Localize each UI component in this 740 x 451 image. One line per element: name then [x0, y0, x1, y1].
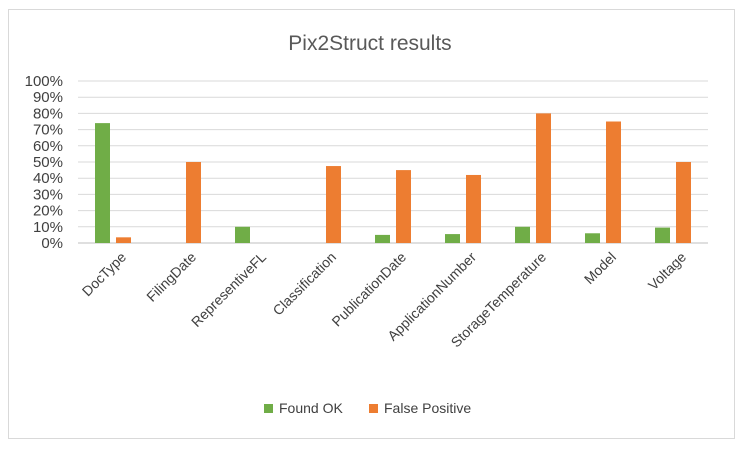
y-tick-label: 40% [33, 170, 63, 187]
bar-found-ok [375, 234, 390, 243]
bar-found-ok [515, 226, 530, 243]
bar-false-positive [466, 174, 481, 243]
x-category-label: RepresentiveFL [188, 249, 269, 330]
x-category-label: DocType [79, 249, 130, 300]
y-tick-label: 90% [33, 89, 63, 106]
bar-false-positive [606, 121, 621, 243]
y-tick-label: 0% [41, 235, 63, 252]
y-tick-label: 10% [33, 219, 63, 236]
legend-label: Found OK [279, 400, 343, 416]
x-category-label: FilingDate [143, 249, 199, 305]
bar-false-positive [116, 237, 131, 243]
y-tick-label: 20% [33, 203, 63, 220]
gridlines [78, 80, 708, 244]
bar-false-positive [536, 113, 551, 244]
legend: Found OK False Positive [264, 400, 471, 416]
bars [95, 113, 691, 244]
y-tick-label: 70% [33, 122, 63, 139]
x-category-label: Voltage [645, 249, 689, 293]
y-axis-ticks: 0%10%20%30%40%50%60%70%80%90%100% [25, 73, 63, 252]
legend-label: False Positive [384, 400, 471, 416]
bar-found-ok [655, 227, 670, 243]
x-category-label: Model [581, 249, 619, 287]
x-category-label: PublicationDate [328, 249, 409, 330]
y-tick-label: 30% [33, 186, 63, 203]
x-category-label: Classification [269, 249, 339, 319]
bar-false-positive [186, 162, 201, 243]
legend-swatch-false-positive [369, 404, 378, 413]
bar-false-positive [326, 166, 341, 243]
bar-found-ok [235, 226, 250, 243]
y-tick-label: 100% [25, 73, 63, 90]
y-tick-label: 80% [33, 105, 63, 122]
legend-swatch-found-ok [264, 404, 273, 413]
bar-false-positive [676, 162, 691, 243]
bar-found-ok [95, 123, 110, 243]
y-tick-label: 50% [33, 154, 63, 171]
bar-found-ok [585, 233, 600, 243]
chart-title: Pix2Struct results [288, 32, 451, 55]
bar-found-ok [445, 234, 460, 243]
y-tick-label: 60% [33, 138, 63, 155]
bar-false-positive [396, 170, 411, 243]
